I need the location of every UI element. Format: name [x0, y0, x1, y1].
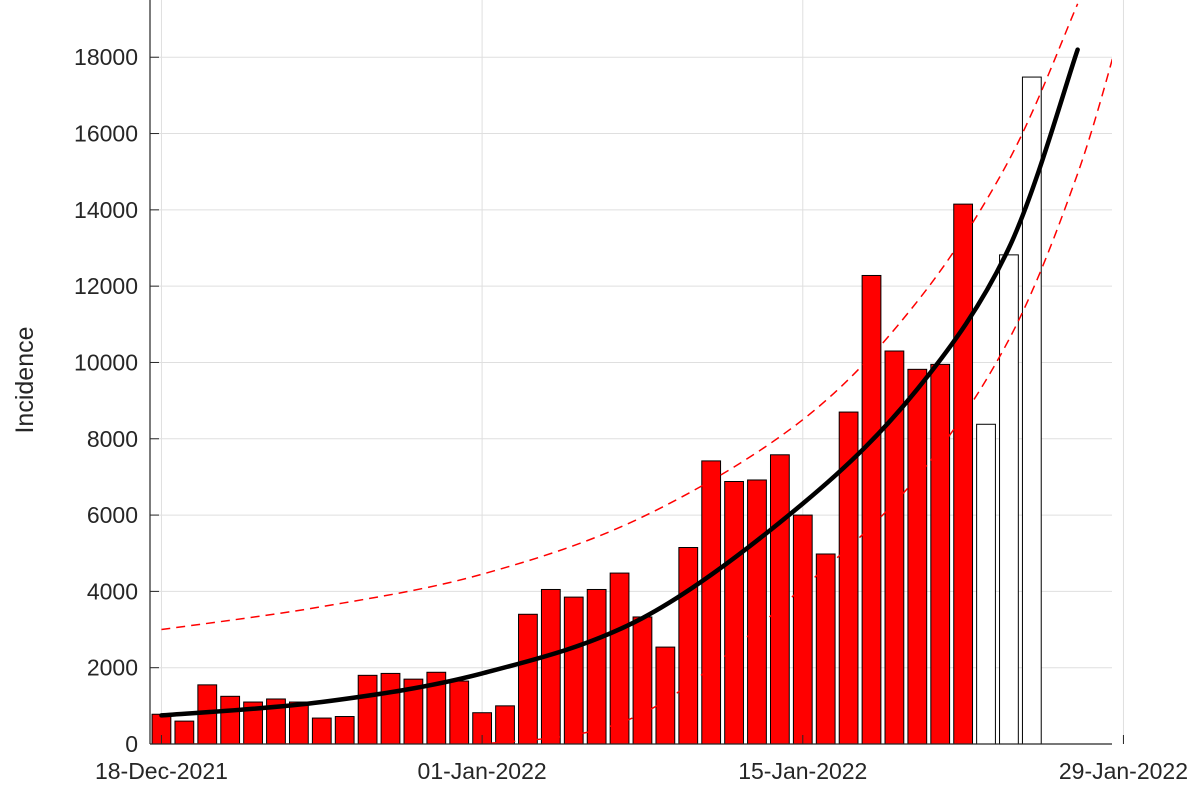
observed-bar	[357, 674, 378, 745]
observed-bar	[518, 613, 538, 745]
observed-bar	[747, 479, 767, 745]
observed-bar	[609, 572, 630, 745]
y-tick-label: 14000	[74, 197, 138, 223]
x-tick-label: 15-Jan-2022	[738, 758, 867, 784]
observed-bar	[678, 547, 699, 745]
y-tick-label: 12000	[74, 273, 138, 299]
observed-bar	[563, 596, 584, 745]
observed-bar	[815, 553, 836, 745]
projected-bar	[976, 423, 996, 745]
y-tick-label: 18000	[74, 44, 138, 70]
observed-bar	[311, 717, 332, 745]
observed-bar	[769, 454, 790, 745]
observed-bar	[701, 460, 722, 745]
y-axis-label: Incidence	[11, 326, 39, 433]
x-tick-label: 01-Jan-2022	[418, 758, 547, 784]
observed-bar	[632, 616, 653, 745]
observed-bar	[655, 646, 676, 745]
observed-bar	[930, 363, 951, 745]
observed-bar	[953, 203, 974, 745]
axes: 0 2000 4000 6000 8000 10000 12000 14000 16000 180…	[74, 0, 1188, 784]
fit-curve	[159, 47, 1080, 718]
y-tick-label: 10000	[74, 349, 138, 375]
bars	[151, 76, 1042, 745]
observed-bar	[495, 705, 515, 745]
observed-bar	[449, 680, 470, 745]
observed-bar	[792, 514, 813, 745]
observed-bar	[220, 695, 241, 745]
observed-bar	[907, 368, 928, 745]
observed-bar	[861, 274, 882, 745]
observed-bar	[334, 716, 355, 745]
y-tick-label: 0	[125, 731, 138, 757]
y-tick-label: 2000	[87, 655, 138, 681]
fit-curves	[159, 3, 1112, 744]
observed-bar	[540, 588, 561, 745]
x-tick-label: 29-Jan-2022	[1059, 758, 1188, 784]
observed-bar	[724, 481, 744, 745]
y-tick-label: 16000	[74, 121, 138, 147]
x-tick-label: 18-Dec-2021	[95, 758, 228, 784]
observed-bar	[586, 588, 607, 745]
fit-upper-bound-curve	[161, 3, 1079, 631]
observed-bar	[380, 672, 401, 745]
y-tick-label: 6000	[87, 502, 138, 528]
y-tick-label: 4000	[87, 578, 138, 604]
observed-bar	[288, 701, 309, 745]
observed-bar	[174, 720, 195, 745]
y-tick-label: 8000	[87, 426, 138, 452]
